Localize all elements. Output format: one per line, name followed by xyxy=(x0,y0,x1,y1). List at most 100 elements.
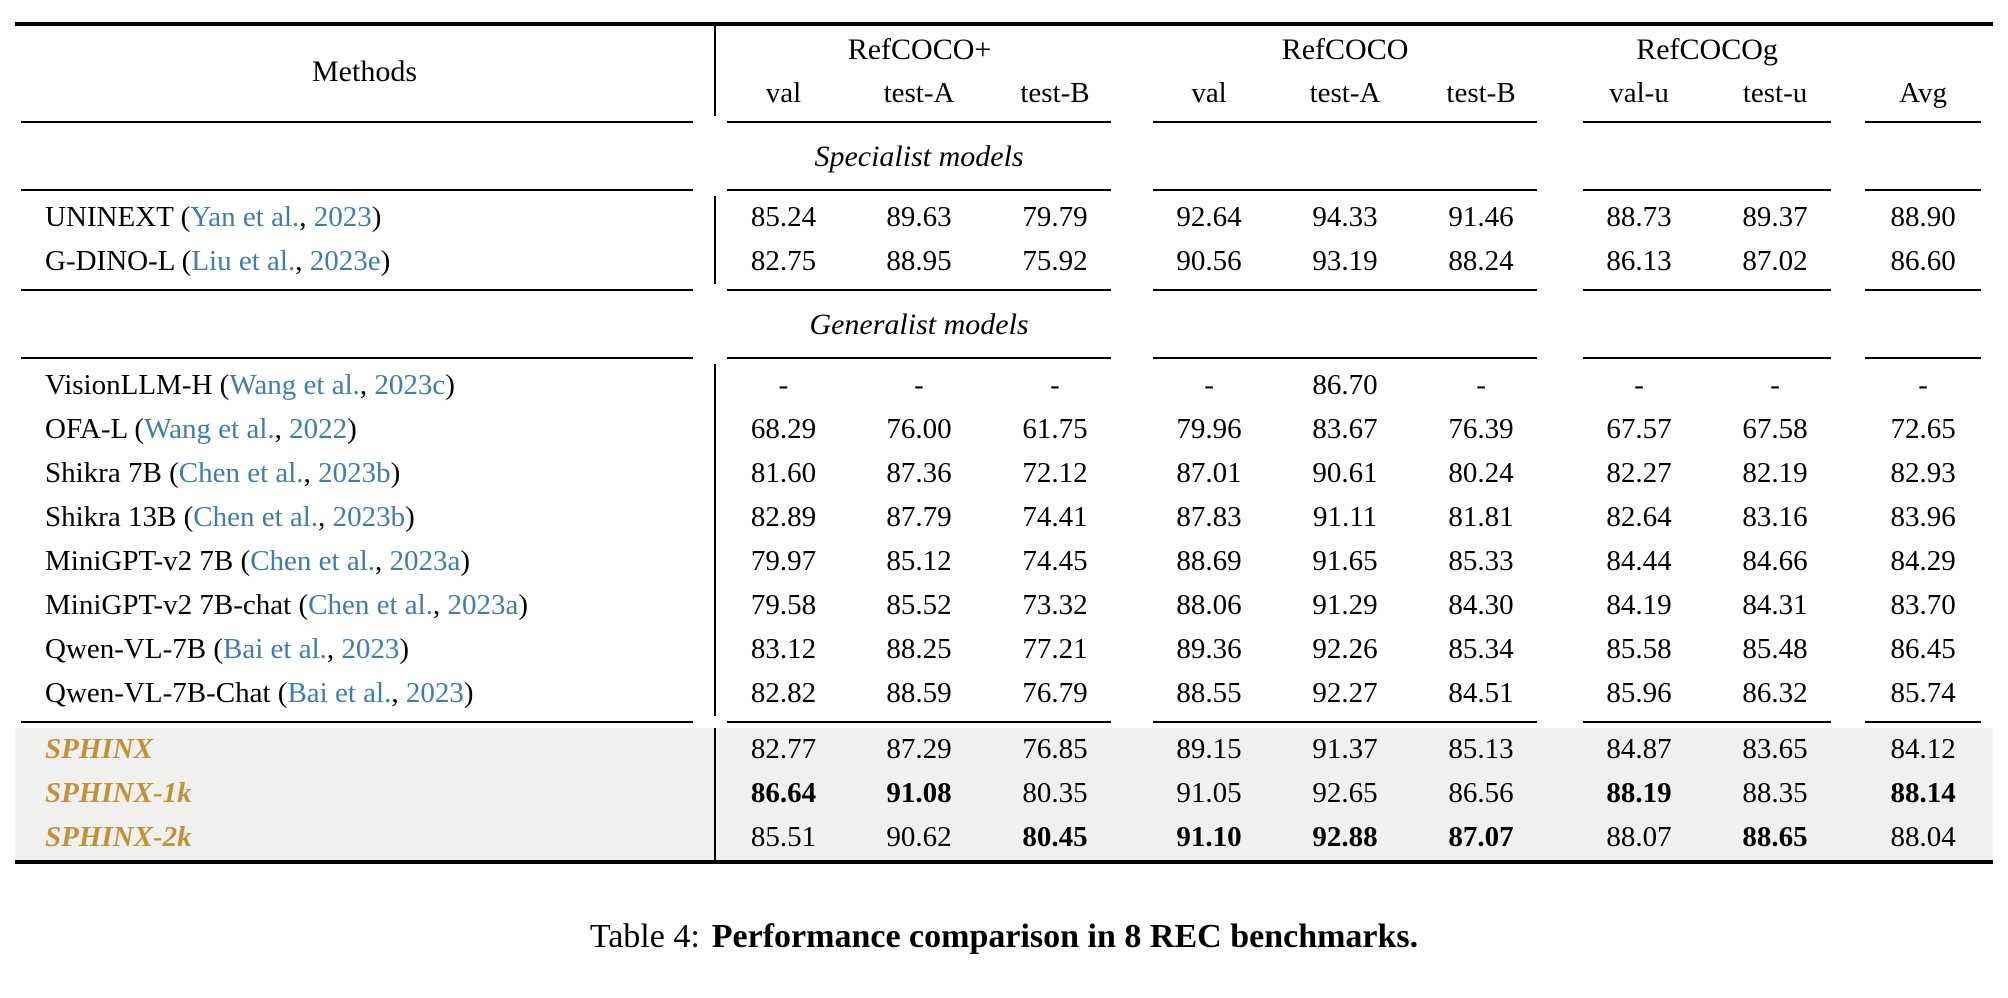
score-cell: 92.65 xyxy=(1277,772,1414,816)
rule-cell-group xyxy=(1571,116,1843,128)
column-gap xyxy=(1843,772,1854,816)
score-cell: 87.79 xyxy=(886,501,952,534)
rule-cell-group xyxy=(1141,716,1549,728)
citation-year-link[interactable]: 2023b xyxy=(318,457,391,490)
citation-link[interactable]: Chen et al. xyxy=(308,589,433,622)
score-cell: 88.14 xyxy=(1853,772,1994,816)
score-cell: 88.73 xyxy=(1606,201,1672,234)
citation-year-link[interactable]: 2023a xyxy=(389,545,461,578)
citation-link[interactable]: Wang et al. xyxy=(229,369,360,402)
score-cell: 85.13 xyxy=(1413,728,1550,772)
h-rule-segment xyxy=(21,121,693,123)
rule-cell-avg xyxy=(1853,716,1993,728)
method-name: OFA-L xyxy=(45,413,128,446)
citation-year-link[interactable]: 2023a xyxy=(447,589,519,622)
citation-link[interactable]: Liu et al. xyxy=(191,245,296,278)
column-gap xyxy=(1843,584,1853,628)
score-cell: 92.88 xyxy=(1277,816,1414,862)
table-row: Qwen-VL-7B-Chat (Bai et al., 2023) 82.82 8… xyxy=(15,672,1993,716)
score-cell: 88.35 xyxy=(1707,772,1844,816)
table-row: SPHINX-2k 85.51 90.62 80.45 91.10 92.88 87.07 8… xyxy=(15,816,1994,862)
score-cell: 87.01 xyxy=(1176,457,1242,490)
rule-cell-group xyxy=(715,716,1123,728)
method-cell: UNINEXT (Yan et al., 2023) xyxy=(15,196,716,240)
score-cell: 92.64 xyxy=(1176,201,1242,234)
column-gap xyxy=(1549,352,1571,364)
rule-cell-avg xyxy=(1853,284,1993,296)
column-gap xyxy=(1123,364,1141,408)
score-cell: 86.56 xyxy=(1413,772,1550,816)
score-cell: 86.60 xyxy=(1890,245,1956,278)
column-gap xyxy=(1123,584,1141,628)
score-cell: - xyxy=(1634,369,1644,402)
column-gap xyxy=(1549,240,1571,284)
citation-year-link[interactable]: 2023e xyxy=(309,245,381,278)
h-rule-segment xyxy=(1153,289,1538,291)
citation-year-link[interactable]: 2023 xyxy=(341,633,400,666)
column-group-header-1: RefCOCO xyxy=(1281,32,1409,66)
column-gap xyxy=(1549,408,1571,452)
score-cell: 82.93 xyxy=(1890,457,1956,490)
column-gap xyxy=(1549,24,1571,72)
column-gap xyxy=(1549,284,1571,296)
column-gap xyxy=(1123,284,1141,296)
score-cell: 91.10 xyxy=(1141,816,1278,862)
score-cell: 87.83 xyxy=(1176,501,1242,534)
score-cell: 90.61 xyxy=(1312,457,1378,490)
citation-year-link[interactable]: 2023b xyxy=(332,501,406,534)
method-cell: MiniGPT-v2 7B (Chen et al., 2023a) xyxy=(15,540,716,584)
rule-cell-group xyxy=(715,284,1123,296)
column-gap xyxy=(1549,364,1571,408)
method-name: Qwen-VL-7B-Chat xyxy=(45,677,271,710)
rule-cell-avg xyxy=(1853,352,1993,364)
column-gap xyxy=(1123,352,1141,364)
citation-link[interactable]: Bai et al. xyxy=(287,677,392,710)
score-cell: 87.29 xyxy=(851,728,987,772)
rule-cell-group xyxy=(1141,284,1549,296)
citation-link[interactable]: Bai et al. xyxy=(223,633,327,666)
column-header: val xyxy=(1191,77,1227,110)
table-row: MiniGPT-v2 7B-chat (Chen et al., 2023a) 7… xyxy=(15,584,1993,628)
method-name: SPHINX xyxy=(45,733,153,766)
score-cell: 91.37 xyxy=(1277,728,1414,772)
column-gap xyxy=(1123,116,1141,128)
score-cell: 84.12 xyxy=(1853,728,1994,772)
score-cell: 83.70 xyxy=(1890,589,1956,622)
column-gap xyxy=(1123,196,1141,240)
h-rule-segment xyxy=(727,289,1112,291)
citation-year-link[interactable]: 2023 xyxy=(313,201,372,234)
score-cell: - xyxy=(778,369,789,402)
score-cell: 88.06 xyxy=(1176,589,1242,622)
score-cell: 91.29 xyxy=(1312,589,1378,622)
score-cell: 94.33 xyxy=(1312,201,1378,234)
score-cell: 88.19 xyxy=(1571,772,1708,816)
rule-cell-methods xyxy=(15,352,715,364)
column-gap xyxy=(1123,716,1141,728)
citation-link[interactable]: Chen et al. xyxy=(193,501,319,534)
citation-link[interactable]: Wang et al. xyxy=(144,413,275,446)
column-gap xyxy=(1843,240,1853,284)
citation-year-link[interactable]: 2022 xyxy=(289,413,348,446)
citation-link[interactable]: Chen et al. xyxy=(250,545,376,578)
citation-year-link[interactable]: 2023 xyxy=(405,677,464,710)
method-cell: SPHINX-1k xyxy=(15,772,716,816)
score-cell: 84.87 xyxy=(1571,728,1708,772)
score-cell: 83.96 xyxy=(1890,501,1956,534)
method-name: Shikra 7B xyxy=(45,457,162,490)
rule-cell-group xyxy=(1571,352,1843,364)
method-name: Qwen-VL-7B xyxy=(45,633,207,666)
column-gap xyxy=(1549,728,1572,772)
score-cell: 89.63 xyxy=(886,201,952,234)
rule-cell-methods xyxy=(15,184,715,196)
column-gap xyxy=(1123,496,1141,540)
column-gap xyxy=(1123,628,1141,672)
caption-label: Table 4: xyxy=(589,918,700,955)
score-cell: 88.59 xyxy=(886,677,952,710)
citation-link[interactable]: Chen et al. xyxy=(178,457,304,490)
rule-row xyxy=(15,184,1993,196)
citation-link[interactable]: Yan et al. xyxy=(190,201,300,234)
score-cell: 89.36 xyxy=(1176,633,1242,666)
citation-year-link[interactable]: 2023c xyxy=(374,369,446,402)
column-header: test-A xyxy=(883,77,955,110)
score-cell: 91.65 xyxy=(1312,545,1378,578)
